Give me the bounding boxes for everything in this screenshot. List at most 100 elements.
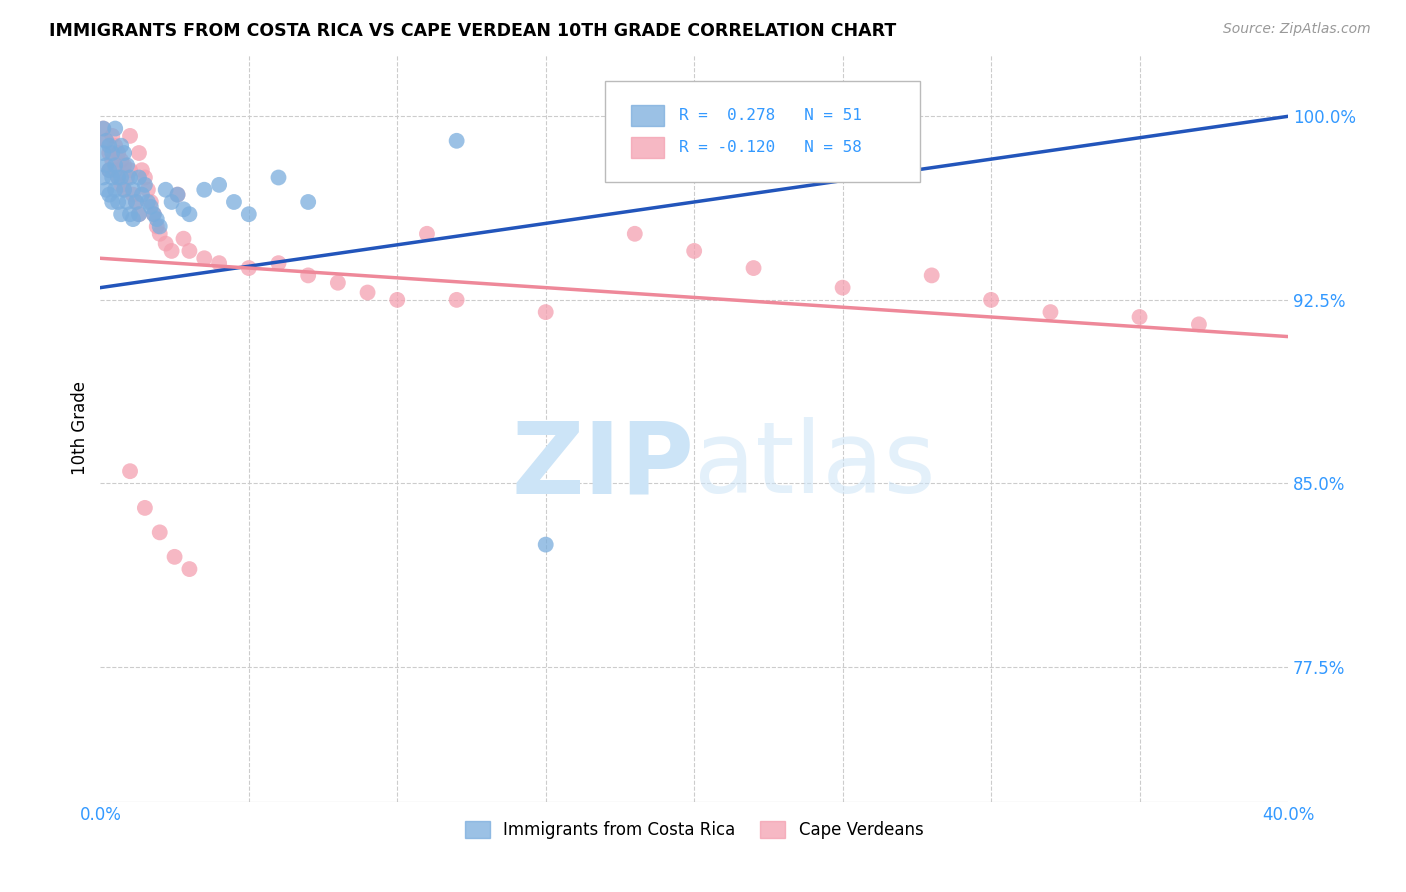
Point: [112, 183, 135, 197]
Point: [139, 200, 162, 214]
Point: [145, 219, 167, 234]
Point: [115, 170, 138, 185]
Point: [179, 562, 201, 576]
Point: [115, 194, 138, 209]
Point: [96, 183, 118, 197]
Point: [160, 194, 183, 209]
Point: [110, 138, 132, 153]
Point: [134, 500, 156, 515]
Point: [122, 187, 145, 202]
Point: [128, 170, 150, 185]
Point: [980, 293, 1002, 307]
Point: [173, 202, 195, 217]
Point: [142, 207, 165, 221]
Point: [104, 163, 127, 178]
Point: [173, 232, 195, 246]
Point: [107, 170, 129, 185]
Point: [107, 170, 129, 185]
Text: Source: ZipAtlas.com: Source: ZipAtlas.com: [1223, 22, 1371, 37]
Point: [179, 244, 201, 258]
Point: [118, 464, 141, 478]
Point: [534, 538, 557, 552]
Point: [222, 194, 245, 209]
Point: [91, 146, 114, 161]
Point: [131, 163, 153, 178]
Point: [125, 194, 148, 209]
Point: [1188, 318, 1211, 332]
Point: [1128, 310, 1150, 324]
Point: [98, 163, 121, 178]
Point: [166, 187, 188, 202]
Point: [142, 207, 165, 221]
Text: R = -0.120   N = 58: R = -0.120 N = 58: [679, 140, 862, 155]
Point: [155, 183, 177, 197]
Point: [112, 158, 135, 172]
Point: [98, 187, 121, 202]
Point: [110, 153, 132, 168]
Point: [136, 183, 159, 197]
Point: [326, 276, 349, 290]
Point: [91, 170, 114, 185]
Point: [145, 212, 167, 227]
Point: [118, 207, 141, 221]
Point: [238, 261, 260, 276]
Point: [131, 187, 153, 202]
Text: R =  0.278   N = 51: R = 0.278 N = 51: [679, 108, 862, 123]
Point: [267, 256, 290, 270]
Point: [122, 212, 145, 227]
Point: [101, 153, 124, 168]
Y-axis label: 10th Grade: 10th Grade: [72, 382, 89, 475]
Point: [101, 194, 124, 209]
Point: [831, 280, 853, 294]
Point: [297, 268, 319, 283]
Point: [534, 305, 557, 319]
Point: [208, 178, 231, 192]
Point: [134, 178, 156, 192]
Text: IMMIGRANTS FROM COSTA RICA VS CAPE VERDEAN 10TH GRADE CORRELATION CHART: IMMIGRANTS FROM COSTA RICA VS CAPE VERDE…: [49, 22, 897, 40]
Point: [139, 194, 162, 209]
Point: [96, 134, 118, 148]
Point: [149, 227, 172, 241]
Point: [104, 121, 127, 136]
Point: [118, 163, 141, 178]
Point: [110, 170, 132, 185]
Point: [136, 194, 159, 209]
Legend: Immigrants from Costa Rica, Cape Verdeans: Immigrants from Costa Rica, Cape Verdean…: [458, 814, 931, 846]
Point: [267, 170, 290, 185]
Point: [623, 227, 645, 241]
Point: [179, 207, 201, 221]
Bar: [631, 137, 665, 158]
Point: [193, 252, 215, 266]
Point: [1039, 305, 1062, 319]
Point: [104, 158, 127, 172]
Point: [104, 183, 127, 197]
Point: [98, 163, 121, 178]
Point: [683, 244, 706, 258]
FancyBboxPatch shape: [605, 81, 920, 182]
Point: [107, 194, 129, 209]
Point: [96, 134, 118, 148]
Point: [921, 268, 943, 283]
Point: [446, 293, 468, 307]
Point: [134, 170, 156, 185]
Point: [238, 207, 260, 221]
Point: [98, 146, 121, 161]
Bar: [631, 105, 665, 126]
Point: [118, 128, 141, 143]
Point: [101, 170, 124, 185]
Point: [107, 146, 129, 161]
Point: [122, 183, 145, 197]
Point: [387, 293, 409, 307]
Text: ZIP: ZIP: [512, 417, 695, 514]
Point: [91, 121, 114, 136]
Point: [101, 146, 124, 161]
Point: [96, 158, 118, 172]
Point: [118, 170, 141, 185]
Point: [742, 261, 765, 276]
Point: [356, 285, 378, 300]
Point: [446, 134, 468, 148]
Point: [98, 138, 121, 153]
Point: [155, 236, 177, 251]
Text: atlas: atlas: [695, 417, 936, 514]
Point: [160, 244, 183, 258]
